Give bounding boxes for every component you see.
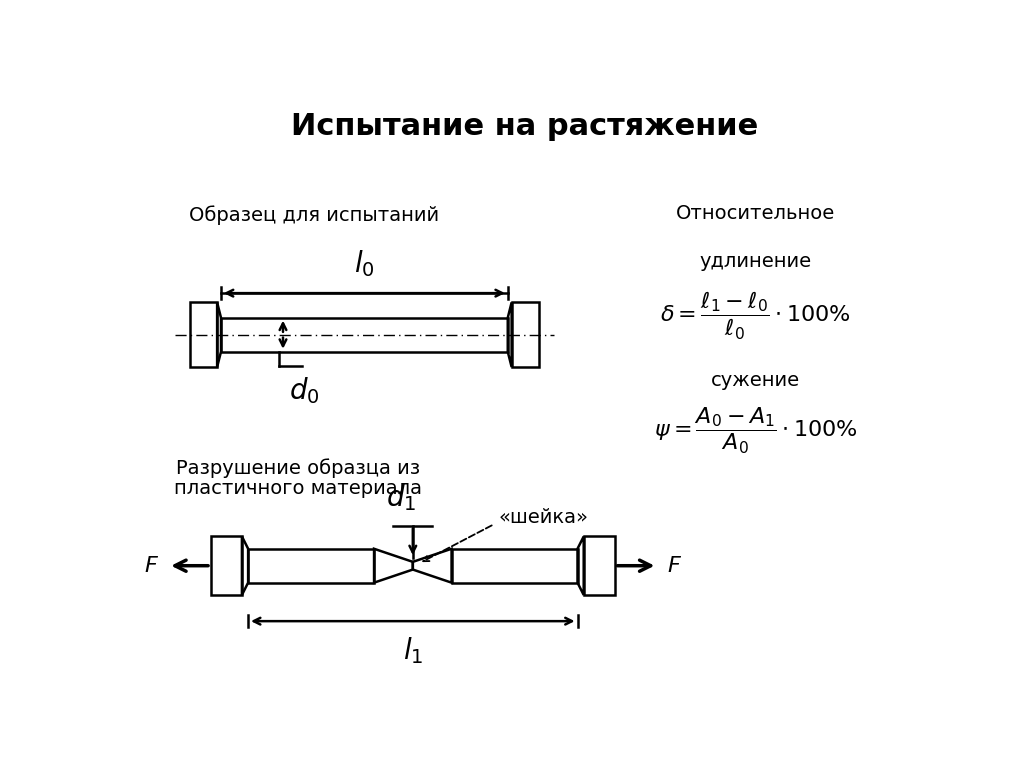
Text: $F$: $F$ — [667, 556, 682, 576]
Text: $d_0$: $d_0$ — [289, 375, 319, 406]
Text: Разрушение образца из: Разрушение образца из — [176, 458, 421, 478]
Text: Образец для испытаний: Образец для испытаний — [189, 206, 439, 225]
Text: Относительное: Относительное — [676, 204, 836, 223]
Text: «шейка»: «шейка» — [498, 508, 588, 528]
Text: $d_1$: $d_1$ — [386, 482, 417, 512]
Text: Испытание на растяжение: Испытание на растяжение — [291, 112, 759, 141]
Text: пластичного материала: пластичного материала — [174, 479, 423, 498]
Text: $\psi = \dfrac{A_0 - A_1}{A_0} \cdot 100\%$: $\psi = \dfrac{A_0 - A_1}{A_0} \cdot 100… — [654, 406, 858, 456]
Text: $\delta = \dfrac{\ell_1 - \ell_0}{\ell_0} \cdot 100\%$: $\delta = \dfrac{\ell_1 - \ell_0}{\ell_0… — [660, 290, 851, 342]
Text: сужение: сужение — [712, 372, 801, 390]
Text: $l_0$: $l_0$ — [354, 249, 375, 280]
Text: $l_1$: $l_1$ — [402, 635, 423, 666]
Text: $F$: $F$ — [144, 556, 159, 576]
Text: удлинение: удлинение — [699, 252, 812, 271]
